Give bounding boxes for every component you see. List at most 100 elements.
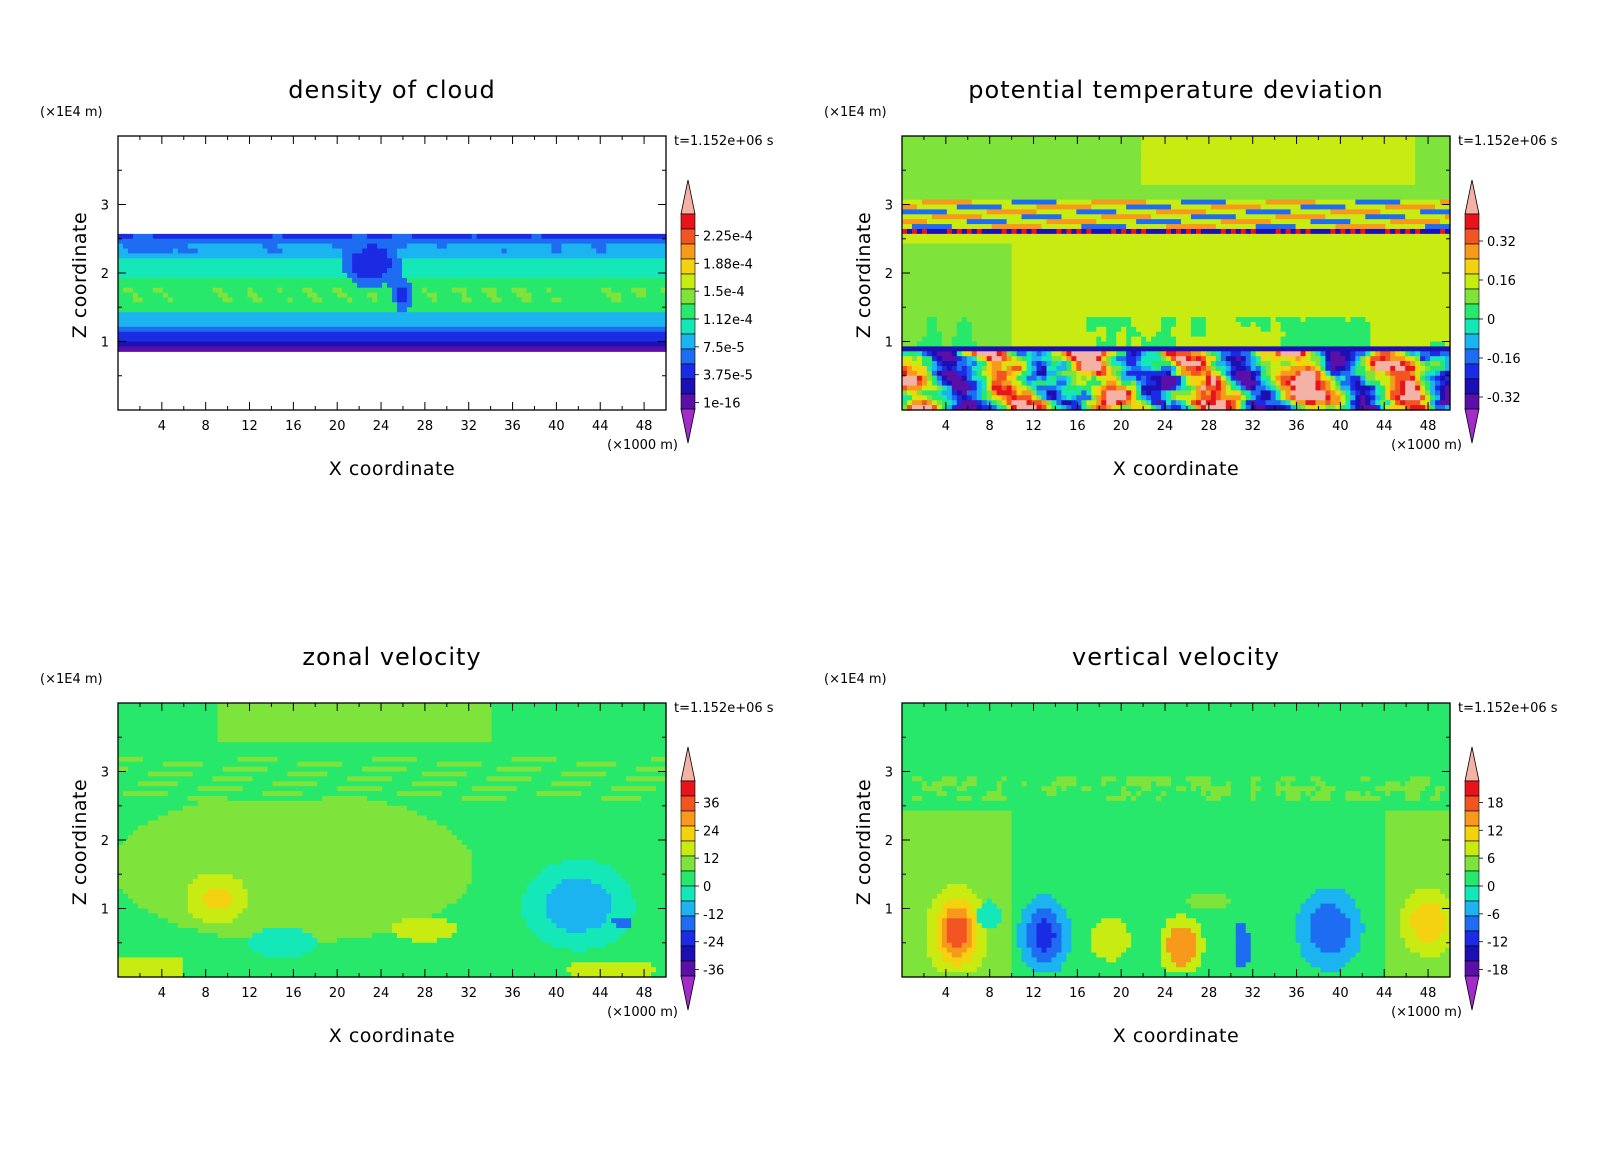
heatmap-cell <box>118 747 667 753</box>
heatmap-cell <box>1325 365 1332 372</box>
heatmap-cell <box>936 893 978 900</box>
heatmap-cell <box>1185 913 1297 919</box>
heatmap-cell <box>941 361 958 367</box>
heatmap-cell <box>1330 228 1337 235</box>
heatmap-cell <box>1031 913 1058 919</box>
heatmap-cell <box>1071 380 1077 387</box>
heatmap-cell <box>1056 361 1063 367</box>
heatmap-cell <box>118 742 667 748</box>
heatmap-cell <box>1161 952 1172 959</box>
heatmap-cell <box>916 351 923 357</box>
heatmap-cell <box>167 292 219 299</box>
y-tick-label: 1 <box>101 336 109 351</box>
heatmap-cell <box>1056 913 1067 919</box>
heatmap-cell <box>118 771 149 777</box>
heatmap-cell <box>1021 361 1028 367</box>
heatmap-cell <box>1300 370 1317 377</box>
heatmap-cell <box>1011 918 1023 924</box>
heatmap-cell <box>1315 370 1322 377</box>
heatmap-cell <box>1171 326 1192 333</box>
heatmap-cell <box>232 297 254 303</box>
heatmap-cell <box>187 884 244 890</box>
heatmap-cell <box>1245 400 1252 406</box>
heatmap-cell <box>118 273 348 279</box>
heatmap-cell <box>936 326 958 333</box>
heatmap-cell <box>1036 390 1048 396</box>
heatmap-cell <box>971 321 1013 328</box>
heatmap-cell <box>1340 395 1346 401</box>
heatmap-cell <box>1390 365 1396 372</box>
heatmap-cell <box>1445 923 1451 929</box>
heatmap-cell <box>1046 370 1058 377</box>
heatmap-cell <box>1385 830 1451 836</box>
heatmap-cell <box>521 908 548 914</box>
heatmap-cell <box>1195 365 1202 372</box>
heatmap-cell <box>387 253 398 259</box>
colorbar-swatch <box>1464 363 1480 380</box>
heatmap-cell <box>1315 400 1327 406</box>
heatmap-cell <box>981 370 988 377</box>
heatmap-cell <box>1375 786 1426 792</box>
heatmap-cell <box>1141 385 1162 392</box>
heatmap-cell <box>1026 781 1053 787</box>
heatmap-cell <box>1360 776 1371 782</box>
heatmap-cell <box>396 297 408 303</box>
heatmap-cell <box>277 243 333 250</box>
heatmap-cell <box>1210 776 1252 782</box>
heatmap-cell <box>1195 918 1297 924</box>
heatmap-cell <box>118 874 199 880</box>
heatmap-cell <box>1006 400 1013 406</box>
heatmap-cell <box>991 356 1003 362</box>
colorbar-swatch <box>1464 273 1480 290</box>
heatmap-cell <box>1365 228 1386 235</box>
heatmap-cell <box>352 268 388 274</box>
heatmap-cell <box>202 893 234 900</box>
heatmap-cell <box>1180 228 1187 235</box>
heatmap-cell <box>1350 928 1366 934</box>
heatmap-cell <box>902 145 1142 152</box>
heatmap-cell <box>931 405 938 411</box>
heatmap-cell <box>971 918 978 924</box>
heatmap-cell <box>1046 390 1058 396</box>
heatmap-cell <box>1091 395 1097 401</box>
heatmap-cell <box>1141 160 1416 166</box>
heatmap-cell <box>187 903 209 910</box>
heatmap-cell <box>212 776 254 782</box>
heatmap-cell <box>1320 356 1327 362</box>
heatmap-cell <box>1161 395 1167 401</box>
heatmap-cell <box>902 228 908 235</box>
heatmap-cell <box>971 385 978 392</box>
heatmap-cell <box>451 932 538 939</box>
heatmap-cell <box>1345 942 1361 949</box>
heatmap-cell <box>1141 140 1416 147</box>
heatmap-cell <box>1415 180 1451 186</box>
heatmap-cell <box>1161 937 1167 944</box>
heatmap-cell <box>941 908 948 914</box>
heatmap-cell <box>981 365 988 372</box>
heatmap-cell <box>986 932 1013 939</box>
heatmap-cell <box>961 942 973 949</box>
heatmap-cell <box>342 258 353 264</box>
heatmap-cell <box>1245 385 1252 392</box>
heatmap-cell <box>966 786 998 792</box>
heatmap-cell <box>916 390 923 396</box>
heatmap-cell <box>986 370 993 377</box>
heatmap-cell <box>167 918 204 924</box>
heatmap-cell <box>1350 385 1356 392</box>
heatmap-cell <box>966 776 978 782</box>
colorbar-label: -0.32 <box>1487 391 1521 406</box>
heatmap-cell <box>118 957 184 963</box>
heatmap-cell <box>1385 898 1406 905</box>
heatmap-cell <box>1420 937 1436 944</box>
heatmap-cell <box>1385 228 1391 235</box>
heatmap-cell <box>217 932 254 939</box>
heatmap-cell <box>1330 380 1337 387</box>
heatmap-cell <box>118 761 164 768</box>
heatmap-cell <box>1445 913 1451 919</box>
heatmap-cell <box>981 405 993 411</box>
heatmap-cell <box>1385 923 1401 929</box>
colorbar-swatch <box>1464 243 1480 260</box>
heatmap-cell <box>272 781 318 787</box>
colorbar-swatch <box>680 303 696 320</box>
